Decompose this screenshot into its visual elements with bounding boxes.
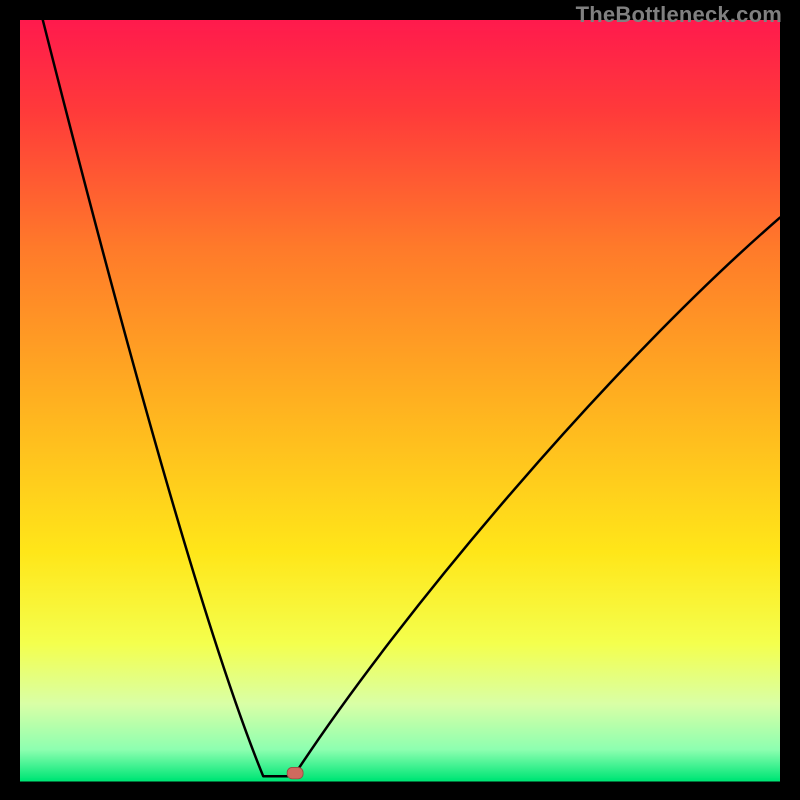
plot-background-gradient: [20, 20, 780, 780]
min-marker: [287, 767, 303, 778]
bottleneck-chart: [0, 0, 800, 800]
watermark-text: TheBottleneck.com: [576, 2, 782, 28]
chart-stage: TheBottleneck.com: [0, 0, 800, 800]
